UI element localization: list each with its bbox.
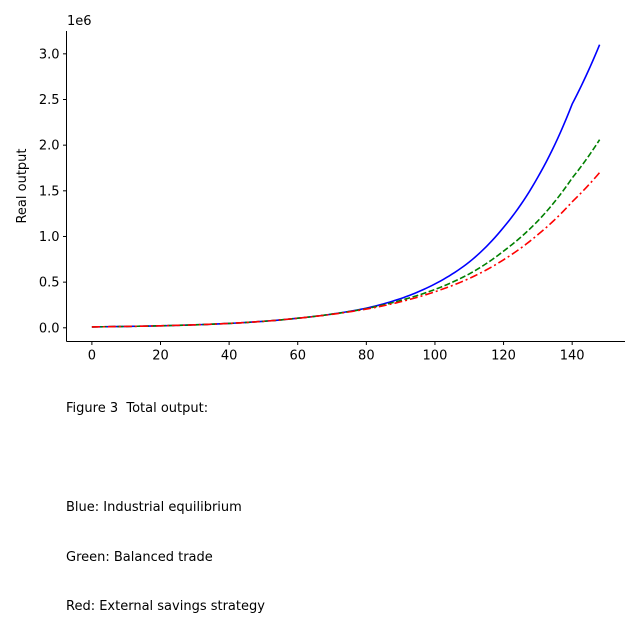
caption-blue-series: Blue: Industrial equilibrium — [66, 500, 242, 515]
x-tick-label: 20 — [152, 349, 169, 364]
series-line-1 — [91, 139, 601, 328]
x-tick-label: 80 — [358, 349, 375, 364]
series-layer — [91, 44, 601, 328]
x-tick-label: 140 — [560, 349, 585, 364]
y-offset-label: 1e6 — [67, 14, 92, 29]
caption-red-series: Red: External savings strategy — [66, 599, 265, 614]
y-axis-label: Real output — [15, 148, 30, 223]
x-tick-label: 60 — [289, 349, 306, 364]
y-tick-label: 2.0 — [39, 139, 60, 154]
x-ticks: 0 20 40 60 80 100 120 140 — [88, 341, 585, 364]
y-tick-label: 3.0 — [39, 47, 60, 62]
series-line-2 — [91, 172, 601, 328]
series-line-0 — [91, 44, 601, 328]
y-tick-label: 0.0 — [39, 321, 60, 336]
x-tick-label: 120 — [491, 349, 516, 364]
x-tick-label: 0 — [88, 349, 96, 364]
caption-green-series: Green: Balanced trade — [66, 549, 213, 565]
y-tick-label: 1.0 — [39, 230, 60, 245]
y-tick-label: 2.5 — [39, 93, 60, 108]
y-tick-label: 1.5 — [39, 184, 60, 199]
y-tick-label: 0.5 — [39, 276, 60, 291]
y-ticks: 0.0 0.5 1.0 1.5 2.0 2.5 3.0 — [39, 47, 67, 336]
x-tick-label: 100 — [423, 349, 448, 364]
caption-spacer — [66, 451, 265, 468]
x-tick-label: 40 — [221, 349, 238, 364]
figure-caption: Figure 3 Total output: Blue: Industrial … — [66, 368, 265, 632]
caption-title: Figure 3 Total output: — [66, 401, 209, 416]
line-chart: 0 20 40 60 80 100 120 140 0.0 0.5 1.0 1.5 2.0 2.5 3.0… — [15, 14, 625, 364]
